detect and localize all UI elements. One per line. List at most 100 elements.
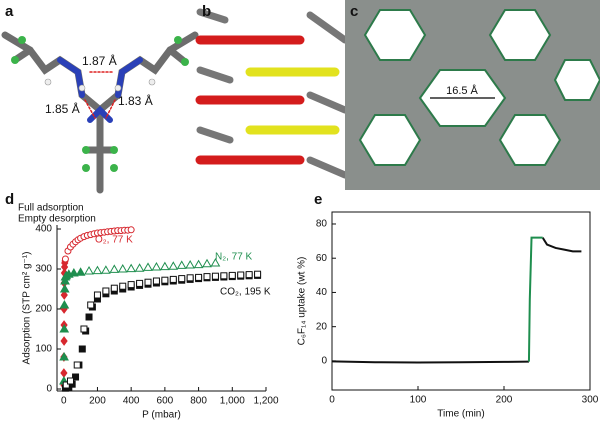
marker bbox=[144, 278, 152, 286]
framework-c bbox=[345, 0, 600, 190]
line bbox=[331, 237, 582, 364]
x-tick-label: 100 bbox=[410, 395, 427, 406]
x-tick-label: 200 bbox=[496, 395, 513, 406]
line bbox=[527, 236, 543, 362]
marker bbox=[203, 273, 211, 281]
x-tick-label: 600 bbox=[157, 396, 174, 407]
marker bbox=[102, 287, 110, 295]
marker bbox=[84, 265, 94, 275]
marker bbox=[80, 325, 88, 333]
marker bbox=[202, 258, 212, 268]
marker bbox=[245, 271, 253, 279]
y-tick-label: 20 bbox=[316, 321, 328, 332]
y-tick-label: 400 bbox=[35, 224, 52, 235]
marker bbox=[75, 267, 86, 276]
marker bbox=[59, 351, 69, 361]
marker bbox=[136, 279, 144, 287]
marker bbox=[60, 290, 68, 300]
x-tick-label: 0 bbox=[61, 396, 67, 407]
marker bbox=[127, 281, 135, 289]
x-tick-label: 800 bbox=[190, 396, 207, 407]
distance-label: 1.87 Å bbox=[82, 53, 117, 68]
marker bbox=[87, 301, 95, 309]
y-tick-label: 0 bbox=[321, 356, 327, 367]
x-tick-label: 0 bbox=[329, 395, 335, 406]
marker bbox=[109, 264, 120, 273]
y-tick-label: 80 bbox=[316, 219, 328, 230]
molecule-a bbox=[1, 31, 199, 194]
marker bbox=[61, 255, 69, 263]
x-tick-label: 1,000 bbox=[220, 396, 245, 407]
marker bbox=[176, 260, 187, 269]
marker bbox=[60, 368, 68, 378]
marker bbox=[92, 265, 103, 275]
marker bbox=[211, 272, 219, 280]
x-tick-label: 300 bbox=[582, 395, 599, 406]
marker bbox=[66, 377, 74, 385]
x-tick-label: 400 bbox=[123, 396, 140, 407]
panel-label: e bbox=[314, 191, 322, 208]
marker bbox=[59, 283, 70, 293]
y-tick-label: 300 bbox=[35, 264, 52, 275]
marker bbox=[78, 345, 86, 353]
distance-label: 1.85 Å bbox=[45, 101, 80, 116]
y-tick-label: 200 bbox=[35, 304, 52, 315]
marker bbox=[228, 271, 236, 279]
distance-label: 1.83 Å bbox=[118, 93, 153, 108]
marker bbox=[60, 336, 68, 346]
panel-label: a bbox=[5, 3, 14, 20]
marker bbox=[127, 226, 135, 234]
x-axis-label: P (mbar) bbox=[142, 410, 181, 421]
stack-b bbox=[195, 0, 349, 190]
y-tick-label: 40 bbox=[316, 287, 328, 298]
panel-label: d bbox=[5, 191, 14, 208]
annotation: Full adsorption bbox=[18, 203, 84, 214]
marker bbox=[73, 361, 81, 369]
marker bbox=[59, 299, 70, 309]
marker bbox=[220, 272, 228, 280]
pore-label: 16.5 Å bbox=[446, 84, 478, 97]
marker bbox=[178, 275, 186, 283]
marker bbox=[168, 261, 179, 270]
marker bbox=[126, 263, 137, 273]
marker bbox=[93, 291, 101, 299]
marker bbox=[151, 261, 162, 271]
marker bbox=[161, 276, 169, 284]
marker bbox=[117, 263, 128, 273]
series-label: CO₂, 195 K bbox=[220, 287, 271, 298]
marker bbox=[110, 284, 118, 292]
marker bbox=[85, 313, 93, 321]
y-axis-label: Adsorption (STP cm² g⁻¹) bbox=[22, 252, 33, 365]
marker bbox=[237, 271, 245, 279]
marker bbox=[195, 273, 203, 281]
marker bbox=[134, 263, 145, 272]
marker bbox=[160, 261, 170, 271]
marker bbox=[254, 270, 262, 278]
annotation: Empty desorption bbox=[18, 214, 96, 225]
x-tick-label: 1,200 bbox=[253, 396, 278, 407]
marker bbox=[186, 274, 194, 282]
marker bbox=[68, 267, 79, 277]
x-axis-label: Time (min) bbox=[437, 409, 484, 420]
marker bbox=[143, 262, 153, 271]
panel-label: c bbox=[350, 3, 358, 20]
marker bbox=[169, 275, 177, 283]
marker bbox=[193, 259, 204, 269]
marker bbox=[62, 381, 70, 389]
marker bbox=[59, 323, 70, 333]
x-tick-label: 200 bbox=[89, 396, 106, 407]
series-label: N₂, 77 K bbox=[215, 252, 253, 263]
marker bbox=[152, 277, 160, 285]
marker bbox=[72, 373, 80, 381]
marker bbox=[101, 265, 111, 274]
plot-frame bbox=[331, 211, 591, 391]
y-tick-label: 0 bbox=[46, 384, 52, 395]
marker bbox=[210, 257, 221, 267]
marker bbox=[119, 282, 127, 290]
marker bbox=[185, 259, 196, 269]
y-tick-label: 100 bbox=[35, 344, 52, 355]
y-axis-label: C₆F₁₄ uptake (wt %) bbox=[297, 257, 308, 346]
panel-label: b bbox=[202, 3, 211, 20]
y-tick-label: 60 bbox=[316, 253, 328, 264]
